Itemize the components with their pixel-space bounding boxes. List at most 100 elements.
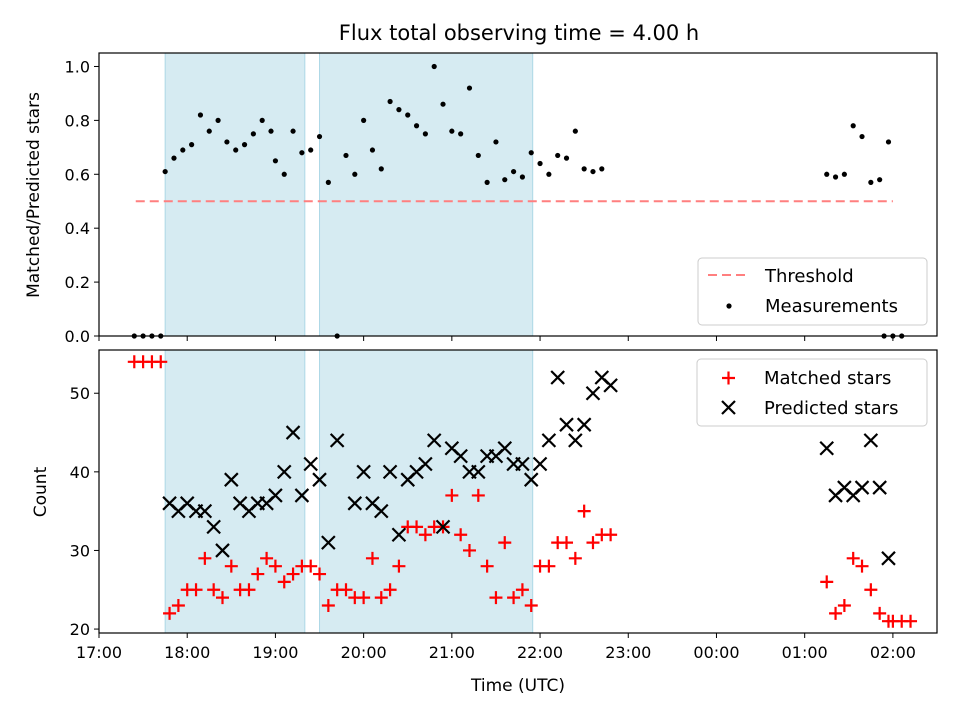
matched-stars-point — [189, 583, 203, 597]
count-panel: 20 30 40 50 17:00 18:00 19:00 20:00 21:00 22:00 2… — [31, 349, 938, 696]
matched-stars-point — [321, 598, 335, 612]
matched-stars-point — [904, 614, 918, 628]
measurement-point — [259, 117, 265, 123]
predicted-stars-point — [329, 433, 345, 448]
matched-stars-point — [383, 583, 397, 597]
predicted-legend-label: Predicted stars — [764, 398, 898, 419]
count-y-tick-label: 40 — [70, 463, 90, 482]
matched-stars-point — [489, 591, 503, 605]
matched-stars-point — [480, 559, 494, 573]
matched-stars-point — [445, 488, 459, 502]
ratio-y-tick-label: 0.4 — [65, 219, 90, 238]
predicted-stars-point — [532, 456, 548, 472]
matched-stars-point — [277, 575, 291, 589]
ratio-panel: 0.0 0.2 0.4 0.6 0.8 1.0 Matched/Predicted sta… — [24, 52, 938, 346]
chart-title: Flux total observing time = 4.00 h — [339, 21, 699, 45]
measurement-point — [519, 174, 526, 180]
matched-stars-point — [846, 551, 860, 565]
matched-stars-point — [339, 583, 353, 597]
measurement-point — [824, 171, 830, 177]
measurement-point — [308, 147, 314, 153]
matched-stars-point — [357, 591, 371, 605]
measurement-point — [493, 139, 499, 145]
measurement-point — [546, 171, 552, 177]
x-tick-label: 18:00 — [164, 643, 210, 662]
x-axis-label: Time (UTC) — [470, 676, 565, 696]
ratio-y-tick-label: 0.2 — [65, 273, 90, 292]
count-y-axis-label: Count — [31, 466, 51, 517]
measurement-point — [449, 128, 455, 134]
matched-stars-point — [524, 598, 538, 612]
predicted-stars-point — [356, 464, 371, 480]
matched-stars-point — [242, 583, 256, 597]
matched-stars-point — [207, 583, 221, 597]
count-y-tick-label: 30 — [70, 541, 90, 560]
measurement-point — [431, 63, 437, 70]
measurement-point — [475, 152, 481, 159]
measurement-point — [387, 98, 393, 105]
measurement-point — [832, 174, 839, 180]
predicted-stars-point — [418, 456, 433, 472]
measurement-point — [466, 85, 473, 91]
predicted-stars-point — [603, 378, 618, 393]
matched-stars-point — [855, 559, 869, 573]
ratio-observing-window-0 — [164, 52, 306, 337]
matched-stars-point — [586, 536, 600, 550]
measurement-point — [369, 147, 376, 153]
predicted-stars-point — [819, 440, 835, 456]
matched-stars-point — [577, 504, 591, 518]
measurement-point — [233, 147, 239, 153]
measurement-point — [361, 117, 367, 123]
matched-stars-point — [215, 591, 229, 605]
matched-stars-point — [224, 559, 238, 573]
predicted-legend-swatch — [721, 400, 736, 415]
predicted-stars-point — [347, 496, 363, 511]
measurement-point — [250, 131, 256, 137]
matched-stars-point — [304, 559, 318, 573]
matched-stars-point — [154, 355, 168, 369]
x-tick-label: 22:00 — [517, 643, 563, 662]
measurement-point — [841, 171, 847, 177]
count-observing-window-0 — [164, 349, 306, 634]
predicted-stars-point — [515, 456, 530, 472]
count-y-tick-label: 50 — [70, 384, 90, 403]
predicted-stars-point — [881, 551, 896, 566]
measurement-point — [162, 168, 168, 175]
predicted-stars-point — [559, 417, 574, 432]
ratio-legend: Threshold Measurements — [697, 257, 928, 326]
measurement-point — [422, 131, 428, 137]
predicted-stars-point — [585, 385, 601, 401]
x-tick-label: 21:00 — [429, 643, 475, 662]
predicted-stars-point — [268, 488, 283, 503]
matched-stars-point — [873, 606, 887, 620]
matched-stars-point — [462, 543, 476, 557]
matched-stars-point — [365, 551, 379, 565]
predicted-stars-point — [453, 448, 468, 464]
x-tick-label: 23:00 — [605, 643, 651, 662]
ratio-y-axis-label: Matched/Predicted stars — [24, 92, 44, 298]
predicted-stars-point — [303, 456, 318, 472]
measurement-point — [528, 150, 534, 156]
matched-stars-point — [198, 551, 212, 565]
matched-stars-point — [392, 559, 406, 573]
predicted-stars-point — [435, 519, 451, 535]
predicted-stars-point — [197, 503, 213, 519]
measurement-point — [484, 179, 490, 185]
matched-stars-point — [171, 598, 185, 612]
measurement-point — [440, 101, 446, 107]
measurement-point — [572, 128, 578, 134]
matched-stars-point — [286, 567, 300, 581]
ratio-legend-box — [697, 257, 928, 326]
measurement-point — [502, 177, 508, 183]
measurement-point — [877, 177, 883, 183]
predicted-stars-point — [576, 417, 592, 432]
measurement-point — [599, 166, 605, 172]
matched-stars-point — [837, 598, 851, 612]
matched-stars-point — [507, 591, 521, 605]
measurement-point — [581, 166, 587, 172]
matched-stars-point — [374, 591, 388, 605]
predicted-stars-point — [863, 433, 879, 448]
measurement-point — [189, 142, 195, 148]
measurement-point — [299, 150, 305, 156]
matched-stars-point — [542, 559, 556, 573]
